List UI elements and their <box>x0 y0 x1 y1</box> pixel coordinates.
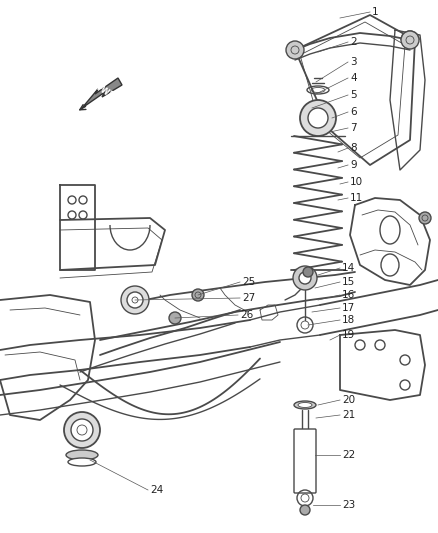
Ellipse shape <box>298 402 312 408</box>
Text: 7: 7 <box>350 123 357 133</box>
Circle shape <box>192 289 204 301</box>
Text: 25: 25 <box>242 277 255 287</box>
Circle shape <box>308 108 328 128</box>
Text: FWD: FWD <box>94 83 116 101</box>
Circle shape <box>127 292 143 308</box>
Circle shape <box>286 41 304 59</box>
Circle shape <box>121 286 149 314</box>
Text: 24: 24 <box>150 485 163 495</box>
Circle shape <box>169 312 181 324</box>
Ellipse shape <box>294 401 316 409</box>
Circle shape <box>303 267 313 277</box>
Polygon shape <box>82 78 122 108</box>
Ellipse shape <box>68 458 96 466</box>
Circle shape <box>64 412 100 448</box>
Circle shape <box>293 266 317 290</box>
Text: 9: 9 <box>350 160 357 170</box>
FancyBboxPatch shape <box>294 429 316 493</box>
Text: 1: 1 <box>372 7 378 17</box>
Text: 14: 14 <box>342 263 355 273</box>
Circle shape <box>71 419 93 441</box>
Circle shape <box>419 212 431 224</box>
Text: 17: 17 <box>342 303 355 313</box>
Text: 10: 10 <box>350 177 363 187</box>
Text: 3: 3 <box>350 57 357 67</box>
Circle shape <box>300 505 310 515</box>
Text: 26: 26 <box>240 310 253 320</box>
Circle shape <box>300 100 336 136</box>
Text: 16: 16 <box>342 290 355 300</box>
Circle shape <box>299 272 311 284</box>
Text: 5: 5 <box>350 90 357 100</box>
Text: 8: 8 <box>350 143 357 153</box>
Text: 4: 4 <box>350 73 357 83</box>
Text: 27: 27 <box>242 293 255 303</box>
Text: 21: 21 <box>342 410 355 420</box>
Text: 2: 2 <box>350 37 357 47</box>
Text: 11: 11 <box>350 193 363 203</box>
Text: 18: 18 <box>342 315 355 325</box>
Text: 23: 23 <box>342 500 355 510</box>
Text: 20: 20 <box>342 395 355 405</box>
Text: 6: 6 <box>350 107 357 117</box>
Ellipse shape <box>66 450 98 460</box>
Text: 22: 22 <box>342 450 355 460</box>
Text: 19: 19 <box>342 330 355 340</box>
Circle shape <box>401 31 419 49</box>
Text: 15: 15 <box>342 277 355 287</box>
